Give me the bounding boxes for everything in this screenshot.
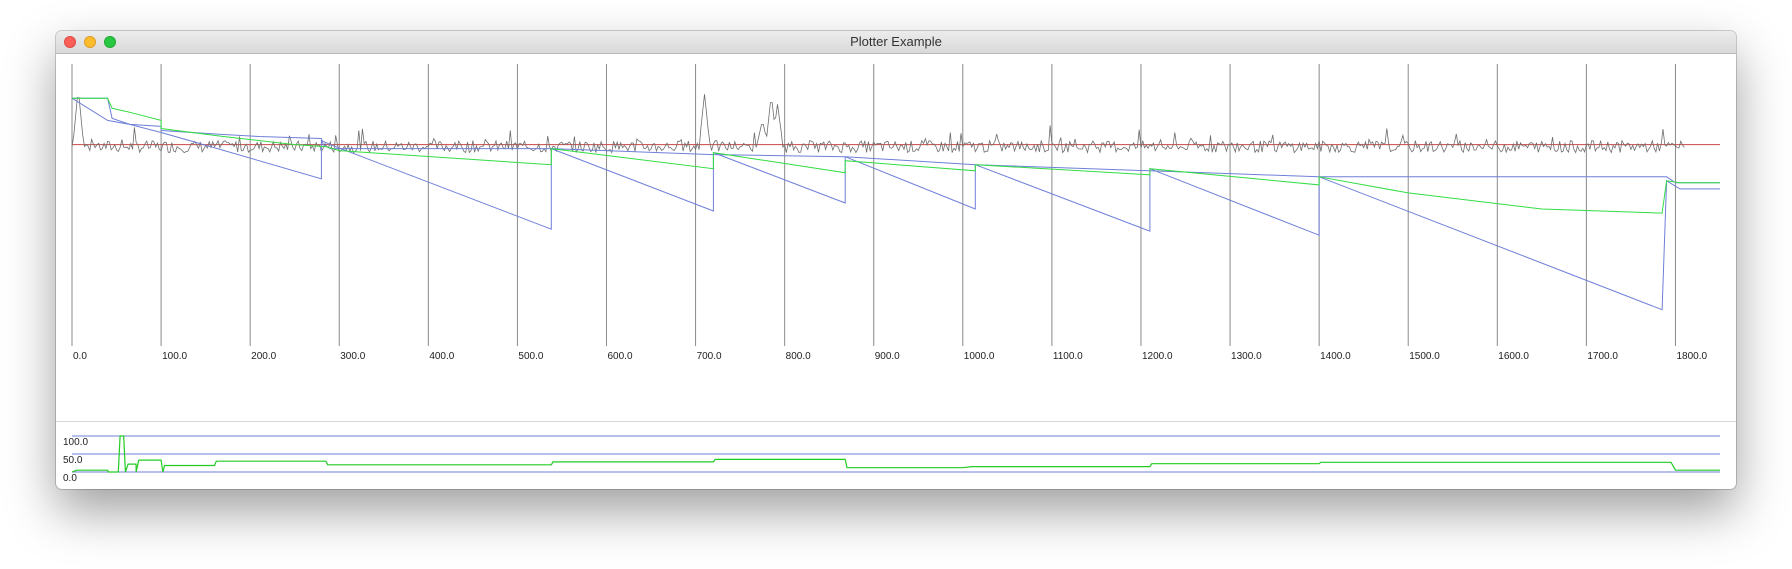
y-tick-label: 0.0: [63, 473, 77, 484]
secondary-plot[interactable]: 0.0 50.0 100.0: [56, 422, 1736, 489]
x-tick-label: 400.0: [429, 351, 454, 362]
x-tick-label: 1700.0: [1587, 351, 1618, 362]
x-tick-label: 200.0: [251, 351, 276, 362]
blue-series-line: [71, 97, 1720, 311]
x-tick-label: 700.0: [697, 351, 722, 362]
noise-series-line: [71, 94, 1685, 154]
x-tick-label: 1200.0: [1142, 351, 1173, 362]
x-tick-label: 600.0: [607, 351, 632, 362]
x-tick-label: 300.0: [340, 351, 365, 362]
x-tick-label: 100.0: [162, 351, 187, 362]
window-title: Plotter Example: [850, 34, 942, 49]
x-tick-label: 0.0: [73, 351, 87, 362]
x-tick-label: 1000.0: [964, 351, 995, 362]
x-tick-label: 800.0: [786, 351, 811, 362]
plotter-window: Plotter Example 0.0 100.0 200.0 300.0 400.0 5…: [56, 31, 1736, 489]
y-tick-label: 100.0: [63, 437, 88, 448]
green-series-line: [72, 97, 1720, 214]
x-tick-label: 1500.0: [1409, 351, 1440, 362]
blue-series-line: [72, 97, 1720, 184]
x-tick-label: 1400.0: [1320, 351, 1351, 362]
x-tick-label: 1800.0: [1676, 351, 1707, 362]
main-plot[interactable]: 0.0 100.0 200.0 300.0 400.0 500.0 600.0 700.0 80…: [56, 54, 1736, 421]
zoom-window-button[interactable]: [104, 36, 116, 48]
title-bar[interactable]: Plotter Example: [56, 31, 1736, 54]
minimize-window-button[interactable]: [84, 36, 96, 48]
close-window-button[interactable]: [64, 36, 76, 48]
secondary-series-line: [71, 435, 1720, 473]
x-tick-label: 1600.0: [1498, 351, 1529, 362]
x-tick-label: 1300.0: [1231, 351, 1262, 362]
plot-divider: [56, 421, 1736, 422]
x-tick-label: 500.0: [518, 351, 543, 362]
x-tick-label: 900.0: [875, 351, 900, 362]
x-tick-label: 1100.0: [1053, 351, 1083, 362]
y-tick-label: 50.0: [63, 455, 83, 466]
